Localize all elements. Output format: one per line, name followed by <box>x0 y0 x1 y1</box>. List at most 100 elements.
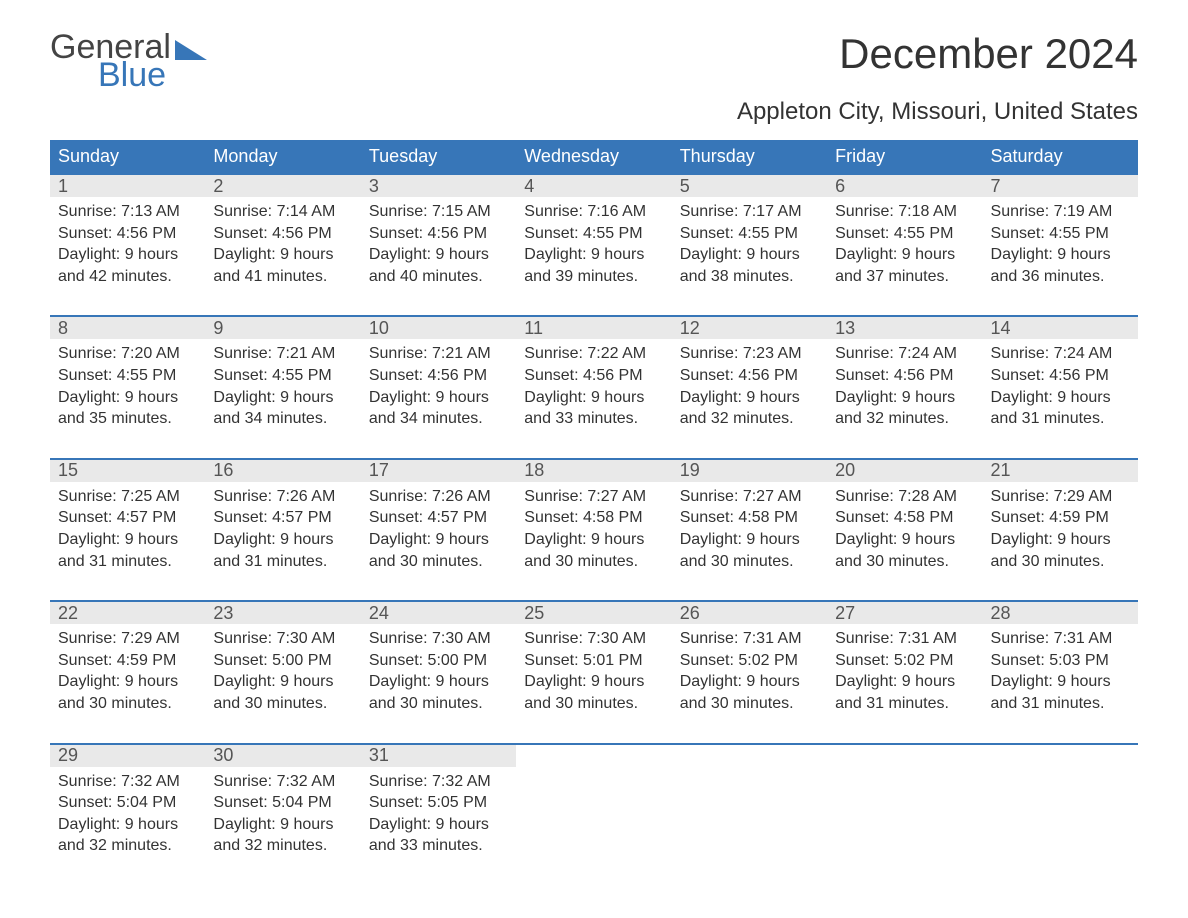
day-number: 9 <box>205 317 360 339</box>
sunrise-line: Sunrise: 7:32 AM <box>213 771 352 793</box>
day-cell <box>983 767 1138 885</box>
day-number: 15 <box>50 460 205 482</box>
month-title: December 2024 <box>839 30 1138 78</box>
day-number-row: 22232425262728 <box>50 602 1138 624</box>
day-number <box>672 745 827 767</box>
sunset-line: Sunset: 4:56 PM <box>213 223 352 245</box>
weekday-header-row: SundayMondayTuesdayWednesdayThursdayFrid… <box>50 140 1138 174</box>
sunrise-line: Sunrise: 7:29 AM <box>991 486 1130 508</box>
day-number: 13 <box>827 317 982 339</box>
day-number: 21 <box>983 460 1138 482</box>
sunrise-line: Sunrise: 7:17 AM <box>680 201 819 223</box>
day-cell: Sunrise: 7:24 AMSunset: 4:56 PMDaylight:… <box>827 339 982 458</box>
daylight-line: Daylight: 9 hours and 40 minutes. <box>369 244 508 287</box>
sunset-line: Sunset: 4:56 PM <box>835 365 974 387</box>
day-cell: Sunrise: 7:32 AMSunset: 5:05 PMDaylight:… <box>361 767 516 885</box>
daylight-line: Daylight: 9 hours and 34 minutes. <box>369 387 508 430</box>
weekday-header: Wednesday <box>516 140 671 174</box>
sunset-line: Sunset: 4:56 PM <box>369 365 508 387</box>
day-number-row: 1234567 <box>50 175 1138 197</box>
sunset-line: Sunset: 4:55 PM <box>213 365 352 387</box>
daylight-line: Daylight: 9 hours and 30 minutes. <box>58 671 197 714</box>
sunset-line: Sunset: 4:58 PM <box>524 507 663 529</box>
daylight-line: Daylight: 9 hours and 34 minutes. <box>213 387 352 430</box>
day-data-row: Sunrise: 7:29 AMSunset: 4:59 PMDaylight:… <box>50 624 1138 743</box>
day-cell: Sunrise: 7:27 AMSunset: 4:58 PMDaylight:… <box>516 482 671 601</box>
daylight-line: Daylight: 9 hours and 35 minutes. <box>58 387 197 430</box>
day-cell: Sunrise: 7:13 AMSunset: 4:56 PMDaylight:… <box>50 197 205 316</box>
sunrise-line: Sunrise: 7:22 AM <box>524 343 663 365</box>
day-cell: Sunrise: 7:31 AMSunset: 5:02 PMDaylight:… <box>827 624 982 743</box>
day-cell: Sunrise: 7:23 AMSunset: 4:56 PMDaylight:… <box>672 339 827 458</box>
day-number-row: 293031 <box>50 745 1138 767</box>
day-cell: Sunrise: 7:29 AMSunset: 4:59 PMDaylight:… <box>50 624 205 743</box>
sunset-line: Sunset: 4:56 PM <box>680 365 819 387</box>
weekday-header: Sunday <box>50 140 205 174</box>
sunrise-line: Sunrise: 7:32 AM <box>369 771 508 793</box>
daylight-line: Daylight: 9 hours and 38 minutes. <box>680 244 819 287</box>
weekday-header: Monday <box>205 140 360 174</box>
sunset-line: Sunset: 5:02 PM <box>680 650 819 672</box>
day-number: 16 <box>205 460 360 482</box>
daylight-line: Daylight: 9 hours and 32 minutes. <box>680 387 819 430</box>
day-number: 6 <box>827 175 982 197</box>
sunset-line: Sunset: 4:59 PM <box>991 507 1130 529</box>
calendar-table: SundayMondayTuesdayWednesdayThursdayFrid… <box>50 140 1138 885</box>
day-number-row: 15161718192021 <box>50 460 1138 482</box>
sunset-line: Sunset: 5:05 PM <box>369 792 508 814</box>
day-number <box>516 745 671 767</box>
daylight-line: Daylight: 9 hours and 31 minutes. <box>991 671 1130 714</box>
day-cell: Sunrise: 7:25 AMSunset: 4:57 PMDaylight:… <box>50 482 205 601</box>
day-number: 26 <box>672 602 827 624</box>
weekday-header: Saturday <box>983 140 1138 174</box>
sunrise-line: Sunrise: 7:15 AM <box>369 201 508 223</box>
day-number: 3 <box>361 175 516 197</box>
logo-flag-icon <box>175 40 207 60</box>
day-cell: Sunrise: 7:22 AMSunset: 4:56 PMDaylight:… <box>516 339 671 458</box>
day-number: 25 <box>516 602 671 624</box>
day-cell: Sunrise: 7:30 AMSunset: 5:00 PMDaylight:… <box>361 624 516 743</box>
daylight-line: Daylight: 9 hours and 32 minutes. <box>835 387 974 430</box>
sunrise-line: Sunrise: 7:23 AM <box>680 343 819 365</box>
day-number <box>983 745 1138 767</box>
sunset-line: Sunset: 5:00 PM <box>369 650 508 672</box>
sunset-line: Sunset: 4:57 PM <box>369 507 508 529</box>
day-data-row: Sunrise: 7:25 AM Sunset: 4:57 PM Daylight:… <box>50 482 1138 601</box>
sunset-line: Sunset: 5:04 PM <box>58 792 197 814</box>
sunrise-line: Sunrise: 7:28 AM <box>835 486 974 508</box>
day-number: 8 <box>50 317 205 339</box>
sunrise-line: Sunrise: 7:16 AM <box>524 201 663 223</box>
daylight-line: Daylight: 9 hours and 30 minutes. <box>524 529 663 572</box>
daylight-line: Daylight: 9 hours and 30 minutes. <box>680 529 819 572</box>
sunset-line: Sunset: 4:57 PM <box>213 507 352 529</box>
sunset-line: Sunset: 4:56 PM <box>991 365 1130 387</box>
daylight-line: Daylight: 9 hours and 30 minutes. <box>991 529 1130 572</box>
sunset-line: Sunset: 5:02 PM <box>835 650 974 672</box>
sunrise-line: Sunrise: 7:18 AM <box>835 201 974 223</box>
sunrise-line: Sunrise: 7:25 AM <box>58 486 197 508</box>
sunrise-line: Sunrise: 7:21 AM <box>213 343 352 365</box>
daylight-line: Daylight: 9 hours and 37 minutes. <box>835 244 974 287</box>
sunset-line: Sunset: 4:55 PM <box>991 223 1130 245</box>
daylight-line: Daylight: 9 hours and 42 minutes. <box>58 244 197 287</box>
daylight-line: Daylight: 9 hours and 32 minutes. <box>58 814 197 857</box>
day-cell: Sunrise: 7:17 AMSunset: 4:55 PMDaylight:… <box>672 197 827 316</box>
day-cell: Sunrise: 7:29 AMSunset: 4:59 PMDaylight:… <box>983 482 1138 601</box>
day-number: 17 <box>361 460 516 482</box>
day-cell: Sunrise: 7:19 AMSunset: 4:55 PMDaylight:… <box>983 197 1138 316</box>
day-cell <box>516 767 671 885</box>
day-cell: Sunrise: 7:31 AMSunset: 5:03 PMDaylight:… <box>983 624 1138 743</box>
day-cell: Sunrise: 7:21 AMSunset: 4:55 PMDaylight:… <box>205 339 360 458</box>
day-number: 30 <box>205 745 360 767</box>
day-cell: Sunrise: 7:16 AMSunset: 4:55 PMDaylight:… <box>516 197 671 316</box>
sunset-line: Sunset: 4:56 PM <box>369 223 508 245</box>
sunset-line: Sunset: 4:55 PM <box>58 365 197 387</box>
daylight-line: Daylight: 9 hours and 41 minutes. <box>213 244 352 287</box>
sunrise-line: Sunrise: 7:30 AM <box>524 628 663 650</box>
day-number: 28 <box>983 602 1138 624</box>
day-data-row: Sunrise: 7:32 AM Sunset: 5:04 PMDaylight:… <box>50 767 1138 885</box>
sunrise-line: Sunrise: 7:24 AM <box>835 343 974 365</box>
sunset-line: Sunset: 5:03 PM <box>991 650 1130 672</box>
sunrise-line: Sunrise: 7:21 AM <box>369 343 508 365</box>
weekday-header: Friday <box>827 140 982 174</box>
